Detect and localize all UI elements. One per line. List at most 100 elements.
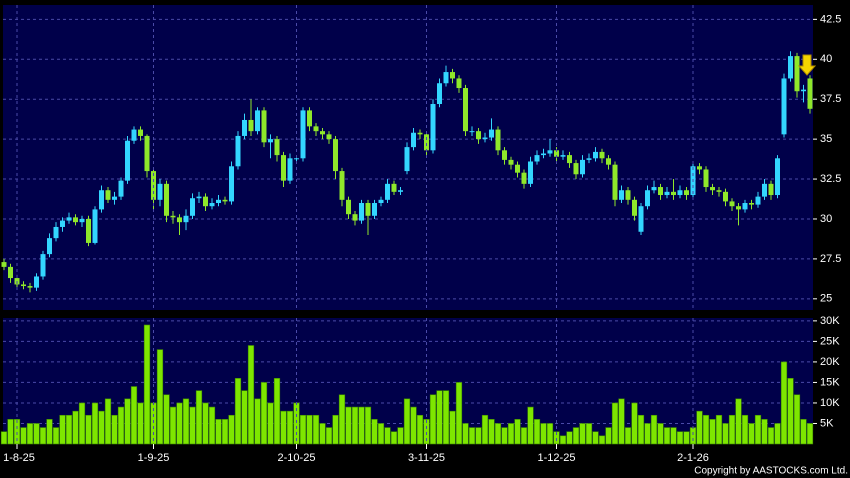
candle-body	[411, 132, 416, 148]
volume-bar	[533, 419, 541, 445]
candle-body	[729, 201, 735, 207]
candle-body	[294, 158, 299, 160]
volume-bar	[572, 427, 580, 445]
y-tick-label: 20K	[820, 356, 840, 368]
candle-body	[749, 203, 754, 205]
candle-body	[177, 217, 182, 223]
volume-bar	[364, 406, 372, 445]
candle-body	[573, 163, 579, 175]
candle-body	[138, 129, 143, 136]
candle-body	[235, 135, 241, 167]
candle-body	[788, 56, 793, 79]
volume-bar	[260, 382, 268, 445]
candle-body	[105, 190, 111, 200]
volume-bar	[384, 427, 391, 445]
volume-bar	[709, 419, 716, 445]
arrow-marker	[797, 54, 817, 76]
candle-body	[528, 161, 533, 184]
candle-body	[775, 158, 780, 196]
volume-bar	[358, 406, 365, 445]
candle-body	[391, 183, 397, 192]
volume-bar	[728, 414, 736, 445]
candle-body	[326, 134, 332, 140]
x-tick-label: 1-9-25	[138, 452, 170, 464]
volume-bar	[455, 382, 463, 445]
volume-bar	[754, 414, 762, 445]
volume-bar	[267, 402, 274, 445]
candle-body	[300, 110, 306, 159]
volume-bar	[163, 394, 170, 445]
volume-bar	[559, 435, 567, 445]
volume-bar	[429, 394, 437, 445]
volume-bar	[436, 390, 443, 445]
volume-bar	[208, 406, 216, 445]
y-tick-label: 5K	[820, 417, 834, 429]
candle-body	[274, 139, 280, 156]
candle-body	[255, 110, 260, 132]
y-tick-label: 30K	[820, 315, 840, 327]
volume-bar	[702, 414, 710, 445]
y-tick-label: 15K	[820, 376, 840, 388]
y-tick-label: 25	[820, 293, 832, 305]
candle-body	[352, 214, 358, 221]
candle-body	[521, 172, 527, 184]
candle-body	[677, 190, 683, 196]
volume-bar	[475, 427, 482, 445]
candle-body	[281, 155, 286, 181]
y-tick-label: 32.5	[820, 173, 841, 185]
volume-bar	[65, 414, 73, 445]
volume-bar	[748, 423, 755, 445]
candle-body	[346, 199, 351, 215]
candle-body	[502, 150, 507, 160]
y-tick-label: 25K	[820, 335, 840, 347]
candle-body	[216, 199, 221, 204]
volume-bar	[774, 423, 781, 445]
y-tick-label: 40	[820, 53, 832, 65]
candle-body	[599, 151, 605, 159]
candle-body	[53, 226, 59, 239]
x-tick-label: 2-1-26	[677, 452, 709, 464]
candle-body	[534, 155, 540, 162]
candle-body	[794, 56, 800, 92]
candle-body	[703, 169, 709, 188]
volume-bar	[338, 394, 346, 445]
volume-bar	[800, 419, 807, 445]
candle-body	[307, 110, 312, 127]
volume-bar	[52, 427, 60, 445]
volume-bar	[481, 414, 489, 445]
candle-body	[131, 129, 137, 141]
volume-bar	[7, 419, 14, 445]
candle-body	[567, 155, 572, 164]
volume-bar	[332, 414, 339, 445]
candle-body	[170, 215, 176, 218]
candle-body	[541, 153, 546, 156]
candle-body	[320, 131, 325, 135]
volume-bar	[312, 414, 320, 445]
volume-bar	[377, 423, 385, 445]
y-tick-label: 30	[820, 213, 832, 225]
volume-bar	[468, 427, 476, 445]
volume-bar	[670, 427, 677, 445]
volume-bar	[130, 386, 138, 445]
volume-bar	[650, 414, 658, 445]
volume-bar	[715, 414, 723, 445]
candle-body	[801, 89, 806, 92]
volume-bar	[780, 361, 788, 445]
candle-body	[716, 190, 722, 192]
volume-bar	[137, 402, 144, 445]
volume-bar	[351, 406, 359, 445]
candle-body	[554, 150, 559, 157]
volume-bar	[488, 419, 495, 445]
candle-body	[248, 119, 254, 132]
volume-bar	[26, 423, 34, 445]
volume-bar	[722, 423, 729, 445]
candle-body	[417, 132, 423, 135]
candle-body	[112, 196, 117, 200]
candle-body	[99, 190, 104, 210]
candle-body	[489, 129, 494, 138]
candle-body	[606, 158, 611, 165]
candle-body	[547, 150, 553, 154]
volume-bar	[611, 402, 619, 445]
volume-bar	[98, 410, 105, 445]
